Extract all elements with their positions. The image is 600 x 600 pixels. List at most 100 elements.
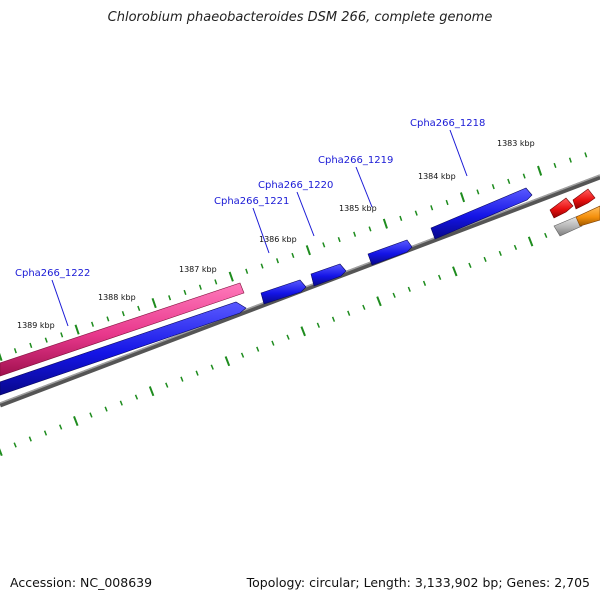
outer-tick-mark <box>305 245 311 256</box>
outer-tick-mark <box>476 189 480 195</box>
outer-tick-mark <box>121 311 125 317</box>
inner-tick-mark <box>286 334 290 340</box>
inner-tick-mark <box>119 400 123 406</box>
outer-tick-ring <box>0 152 588 362</box>
accession-text: Accession: NC_008639 <box>10 575 153 590</box>
inner-tick-mark <box>544 232 548 238</box>
outer-tick-mark <box>137 305 141 311</box>
outer-tick-mark <box>198 284 202 290</box>
outer-tick-mark <box>399 215 403 221</box>
inner-tick-mark <box>347 310 351 316</box>
inner-tick-mark <box>452 266 458 277</box>
outer-tick-mark <box>430 205 434 211</box>
outer-tick-mark <box>584 152 588 158</box>
tick-label-1385: 1385 kbp <box>339 204 377 213</box>
inner-tick-mark <box>438 274 442 280</box>
outer-tick-mark <box>214 279 218 285</box>
gene-label-1222[interactable]: Cpha266_1222 <box>15 268 90 279</box>
outer-tick-mark <box>275 258 280 264</box>
gene-blue-long[interactable] <box>0 301 247 396</box>
outer-tick-mark <box>168 295 172 301</box>
outer-tick-mark <box>60 332 64 338</box>
outer-tick-mark <box>260 263 264 269</box>
inner-tick-mark <box>240 352 245 358</box>
inner-tick-ring <box>0 214 593 457</box>
inner-tick-mark <box>392 292 396 298</box>
outer-tick-mark <box>228 271 234 282</box>
outer-tick-mark <box>106 316 110 322</box>
outer-tick-mark <box>0 352 3 362</box>
inner-tick-mark <box>134 394 139 400</box>
outer-tick-mark <box>90 321 95 327</box>
inner-tick-mark <box>498 250 502 256</box>
inner-tick-mark <box>422 280 427 286</box>
outer-tick-mark <box>522 173 526 179</box>
inner-tick-mark <box>316 322 320 328</box>
outer-tick-mark <box>445 199 449 206</box>
inner-tick-mark <box>0 448 3 457</box>
outer-tick-mark <box>151 297 157 309</box>
inner-tick-mark <box>271 340 275 346</box>
inner-tick-mark <box>468 262 472 268</box>
gene-cpha266-1218[interactable] <box>430 187 533 240</box>
topology-text: Topology: circular; Length: 3,133,902 bp… <box>246 575 590 590</box>
inner-tick-mark <box>300 326 306 337</box>
gene-red-2[interactable] <box>572 188 596 210</box>
inner-tick-mark <box>376 296 382 307</box>
inner-tick-mark <box>13 442 17 448</box>
outer-tick-mark <box>553 162 557 169</box>
tick-label-1386: 1386 kbp <box>259 235 297 244</box>
inner-tick-mark <box>43 430 48 436</box>
inner-tick-mark <box>331 316 336 322</box>
tick-label-1383: 1383 kbp <box>497 139 535 148</box>
inner-tick-mark <box>104 406 108 412</box>
outer-tick-mark <box>183 289 187 296</box>
outer-tick-mark <box>29 342 33 349</box>
outer-tick-mark <box>13 348 17 354</box>
gene-cpha266-1221[interactable] <box>260 279 307 305</box>
tick-label-1388: 1388 kbp <box>98 293 136 302</box>
outer-tick-mark <box>537 165 543 176</box>
tick-label-1387: 1387 kbp <box>179 265 217 274</box>
outer-tick-mark <box>459 192 466 203</box>
gene-cpha266-1220[interactable] <box>310 263 347 287</box>
inner-tick-mark <box>210 364 214 370</box>
outer-tick-mark <box>291 252 295 259</box>
outer-tick-mark <box>414 210 418 216</box>
outer-tick-mark <box>382 218 388 229</box>
outer-tick-mark <box>568 157 572 163</box>
outer-tick-mark <box>74 324 80 335</box>
inner-tick-mark <box>59 424 63 430</box>
outer-tick-mark <box>507 178 511 184</box>
gene-label-1219[interactable]: Cpha266_1219 <box>318 155 393 166</box>
gene-grey[interactable] <box>553 215 583 237</box>
gene-label-1218[interactable]: Cpha266_1218 <box>410 118 485 129</box>
outer-tick-mark <box>322 242 326 248</box>
outer-tick-mark <box>353 231 357 237</box>
inner-tick-mark <box>148 386 155 397</box>
tick-label-1384: 1384 kbp <box>418 172 456 181</box>
gene-label-1220[interactable]: Cpha266_1220 <box>258 180 333 191</box>
gene-label-1221[interactable]: Cpha266_1221 <box>214 196 289 207</box>
outer-tick-mark <box>44 337 48 343</box>
outer-tick-mark <box>491 184 495 190</box>
inner-tick-mark <box>89 412 93 418</box>
inner-tick-mark <box>195 370 199 376</box>
inner-tick-mark <box>527 236 534 247</box>
inner-tick-mark <box>180 376 184 382</box>
inner-tick-mark <box>362 304 366 310</box>
gene-callouts <box>51 129 468 327</box>
outer-tick-mark <box>368 226 372 232</box>
gene-orange[interactable] <box>575 205 600 227</box>
gene-red-1[interactable] <box>549 197 574 219</box>
inner-tick-mark <box>165 382 169 388</box>
inner-tick-mark <box>483 256 487 262</box>
outer-tick-mark <box>337 236 341 243</box>
tick-label-1389: 1389 kbp <box>17 321 55 330</box>
gene-cpha266-1222[interactable] <box>0 282 245 377</box>
inner-tick-mark <box>73 416 79 427</box>
inner-tick-mark <box>28 436 32 442</box>
gene-cpha266-1219[interactable] <box>367 239 413 266</box>
